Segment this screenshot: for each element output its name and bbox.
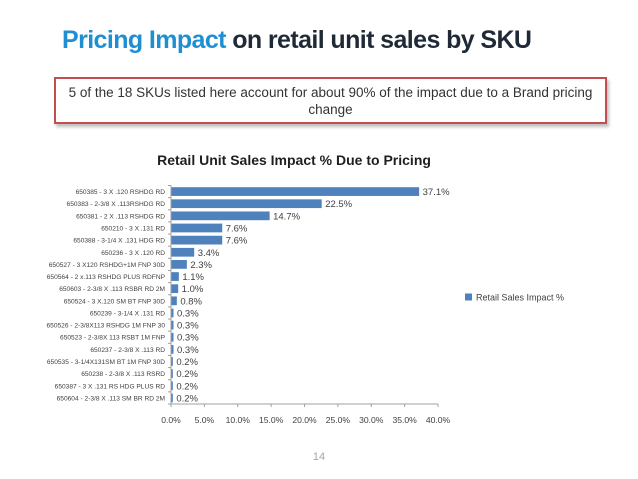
bar <box>171 199 322 209</box>
x-tick-label: 10.0% <box>226 415 251 425</box>
category-label: 650237 - 2-3/8 X .113 RD <box>90 347 165 354</box>
bar <box>171 393 173 403</box>
page-number: 14 <box>312 451 326 463</box>
category-label: 650387 - 3 X .131 RS HDG PLUS RD <box>55 383 166 390</box>
data-label: 0.3% <box>177 308 199 319</box>
bar <box>171 332 174 342</box>
category-label: 650604 - 2-3/8 X .113 SM BR RD 2M <box>57 395 165 402</box>
legend-swatch <box>465 293 472 301</box>
category-label: 650524 - 3 X.120 SM BT FNP 30D <box>64 298 166 305</box>
data-label: 0.3% <box>177 333 199 344</box>
x-tick-label: 30.0% <box>359 415 384 425</box>
bar <box>171 296 177 306</box>
category-label: 650527 - 3 X120 RSHDG+1M FNP 30D <box>49 262 165 269</box>
data-label: 3.4% <box>198 248 220 259</box>
chart-title: Retail Unit Sales Impact % Due to Pricin… <box>157 152 431 168</box>
data-label: 14.7% <box>273 211 300 222</box>
category-label: 650239 - 3-1/4 X .131 RD <box>90 310 165 317</box>
category-label: 650385 - 3 X .120 RSHDG RD <box>76 189 166 196</box>
category-label: 650236 - 3 X .120 RD <box>101 250 165 257</box>
category-label: 650526 - 2-3/8X113 RSHDG 1M FNP 30 <box>46 323 165 330</box>
x-tick-label: 35.0% <box>392 415 417 425</box>
bar <box>171 308 174 318</box>
data-label: 7.6% <box>226 236 248 247</box>
category-label: 650381 - 2 X .113 RSHDG RD <box>76 213 165 220</box>
category-label: 650564 - 2 x.113 RSHDG PLUS RDFNP <box>47 274 166 281</box>
bar <box>171 223 223 233</box>
bar <box>171 369 173 379</box>
chart-legend: Retail Sales Impact % <box>465 293 564 303</box>
x-tick-label: 40.0% <box>426 415 451 425</box>
category-label: 650523 - 2-3/8X 113 RSBT 1M FNP <box>60 335 166 342</box>
bar <box>171 381 173 391</box>
category-label: 650383 - 2-3/8 X .113RSHDG RD <box>67 201 166 208</box>
bar <box>171 320 174 330</box>
data-label: 0.2% <box>176 369 198 380</box>
data-label: 37.1% <box>423 187 450 198</box>
bar <box>171 235 223 245</box>
callout-text: 5 of the 18 SKUs listed here account for… <box>68 84 593 117</box>
bar <box>171 247 195 257</box>
bar <box>171 272 179 281</box>
data-label: 2.3% <box>190 260 212 271</box>
category-label: 650388 - 3-1/4 X .131 HDG RD <box>73 238 165 245</box>
data-label: 22.5% <box>325 199 352 210</box>
x-tick-label: 5.0% <box>195 415 215 425</box>
data-label: 1.0% <box>182 284 204 295</box>
x-tick-label: 0.0% <box>161 415 181 425</box>
slide-title-accent: Pricing Impact <box>62 26 226 54</box>
chart-plot-area: 650385 - 3 X .120 RSHDG RD 37.1% 650383 - … <box>46 185 451 425</box>
data-label: 0.8% <box>180 296 202 307</box>
data-label: 7.6% <box>226 223 248 234</box>
x-tick-label: 25.0% <box>326 415 351 425</box>
bar <box>171 284 179 294</box>
slide-title-rest: on retail unit sales by SKU <box>232 26 532 54</box>
category-label: 650238 - 2-3/8 X .113 RSRD <box>81 371 165 378</box>
category-label: 650535 - 3-1/4X131SM BT 1M FNP 30D <box>47 359 165 366</box>
data-label: 0.3% <box>177 345 199 356</box>
bar <box>171 187 420 196</box>
data-label: 0.3% <box>177 321 199 332</box>
x-tick-label: 20.0% <box>292 415 317 425</box>
bar <box>171 211 270 221</box>
data-label: 0.2% <box>176 381 198 392</box>
bar <box>171 357 173 366</box>
bar <box>171 345 174 354</box>
callout-box: 5 of the 18 SKUs listed here account for… <box>54 77 607 124</box>
bar <box>171 260 187 269</box>
slide-title: Pricing Impact on retail unit sales by S… <box>62 26 532 55</box>
data-label: 0.2% <box>176 357 198 368</box>
legend-label: Retail Sales Impact % <box>476 293 564 303</box>
category-label: 650210 - 3 X .131 RD <box>101 225 165 232</box>
x-tick-label: 15.0% <box>259 415 284 425</box>
data-label: 1.1% <box>182 272 204 283</box>
category-label: 650603 - 2-3/8 X .113 RSBR RD 2M <box>59 286 165 293</box>
data-label: 0.2% <box>176 393 198 404</box>
